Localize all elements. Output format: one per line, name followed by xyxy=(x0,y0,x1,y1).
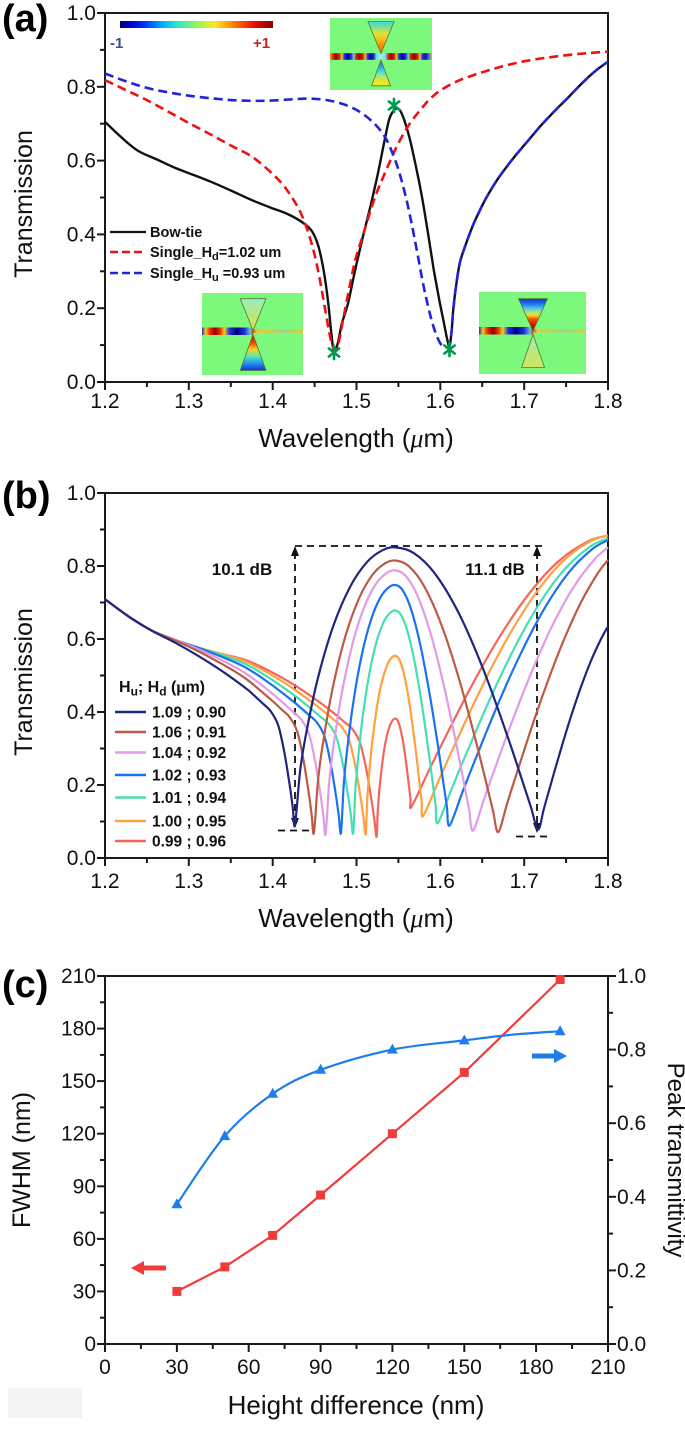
svg-text:60: 60 xyxy=(237,1356,260,1379)
svg-text:10.1 dB: 10.1 dB xyxy=(212,560,272,579)
svg-text:1.8: 1.8 xyxy=(593,390,622,413)
svg-text:1.04 ; 0.92: 1.04 ; 0.92 xyxy=(152,745,226,762)
svg-text:0: 0 xyxy=(99,1356,111,1379)
svg-text:0: 0 xyxy=(84,1333,96,1356)
svg-text:1.00 ; 0.95: 1.00 ; 0.95 xyxy=(152,814,226,831)
svg-text:Single_Hd=1.02 um: Single_Hd=1.02 um xyxy=(150,245,281,263)
svg-text:0.2: 0.2 xyxy=(67,297,96,320)
svg-text:1.3: 1.3 xyxy=(174,390,203,413)
svg-text:120: 120 xyxy=(375,1356,410,1379)
svg-text:1.2: 1.2 xyxy=(90,390,119,413)
svg-text:0.8: 0.8 xyxy=(67,76,96,99)
svg-text:(c): (c) xyxy=(2,964,48,1006)
svg-text:0.4: 0.4 xyxy=(617,1186,647,1209)
svg-text:0.0: 0.0 xyxy=(617,1333,646,1356)
svg-text:0.6: 0.6 xyxy=(67,150,96,173)
svg-text:90: 90 xyxy=(309,1356,332,1379)
svg-text:0.99 ; 0.96: 0.99 ; 0.96 xyxy=(152,834,226,851)
svg-text:1.3: 1.3 xyxy=(174,870,203,893)
svg-text:1.7: 1.7 xyxy=(510,390,539,413)
svg-text:0.6: 0.6 xyxy=(617,1112,646,1135)
svg-text:180: 180 xyxy=(519,1356,554,1379)
svg-text:1.0: 1.0 xyxy=(67,482,96,505)
svg-text:Wavelength (μm): Wavelength (μm) xyxy=(258,423,454,453)
svg-text:Peak transmittivity: Peak transmittivity xyxy=(662,1063,685,1258)
svg-text:210: 210 xyxy=(590,1356,625,1379)
svg-text:1.0: 1.0 xyxy=(67,2,96,25)
svg-text:1.4: 1.4 xyxy=(258,390,288,413)
svg-text:1.6: 1.6 xyxy=(426,870,455,893)
svg-text:90: 90 xyxy=(73,1175,96,1198)
svg-text:FWHM (nm): FWHM (nm) xyxy=(8,1092,36,1228)
svg-text:Hu; Hd (μm): Hu; Hd (μm) xyxy=(119,679,205,699)
svg-text:0.0: 0.0 xyxy=(67,371,96,394)
svg-text:0.2: 0.2 xyxy=(67,774,96,797)
svg-text:(b): (b) xyxy=(2,475,51,517)
svg-text:30: 30 xyxy=(73,1280,96,1303)
svg-text:-1: -1 xyxy=(110,35,123,52)
svg-text:60: 60 xyxy=(73,1228,96,1251)
svg-text:1.02 ; 0.93: 1.02 ; 0.93 xyxy=(152,768,226,785)
svg-text:Wavelength (μm): Wavelength (μm) xyxy=(258,903,454,933)
svg-text:0.4: 0.4 xyxy=(67,223,97,246)
svg-text:150: 150 xyxy=(447,1356,482,1379)
svg-text:1.5: 1.5 xyxy=(342,870,371,893)
svg-text:1.6: 1.6 xyxy=(426,390,455,413)
svg-text:1.4: 1.4 xyxy=(258,870,288,893)
svg-text:0.0: 0.0 xyxy=(67,847,96,870)
svg-text:Transmission: Transmission xyxy=(10,608,38,756)
svg-text:+1: +1 xyxy=(253,35,270,52)
svg-text:11.1 dB: 11.1 dB xyxy=(465,560,525,579)
svg-text:Transmission: Transmission xyxy=(10,130,38,278)
svg-text:0.8: 0.8 xyxy=(617,1039,646,1062)
svg-text:Bow-tie: Bow-tie xyxy=(150,225,202,241)
svg-text:120: 120 xyxy=(61,1123,96,1146)
svg-text:1.01 ; 0.94: 1.01 ; 0.94 xyxy=(152,790,226,807)
svg-text:1.7: 1.7 xyxy=(510,870,539,893)
svg-text:0.2: 0.2 xyxy=(617,1259,646,1282)
svg-text:1.2: 1.2 xyxy=(90,870,119,893)
svg-text:1.09 ; 0.90: 1.09 ; 0.90 xyxy=(152,705,226,722)
svg-text:30: 30 xyxy=(165,1356,188,1379)
svg-text:1.8: 1.8 xyxy=(593,870,622,893)
svg-text:Single_Hu =0.93 um: Single_Hu =0.93 um xyxy=(150,266,285,284)
svg-text:0.6: 0.6 xyxy=(67,628,96,651)
svg-text:0.4: 0.4 xyxy=(67,701,97,724)
svg-text:180: 180 xyxy=(61,1018,96,1041)
svg-text:210: 210 xyxy=(61,965,96,988)
svg-text:1.5: 1.5 xyxy=(342,390,371,413)
svg-text:Height difference (nm): Height difference (nm) xyxy=(228,1390,485,1420)
svg-text:(a): (a) xyxy=(2,0,48,40)
svg-text:0.8: 0.8 xyxy=(67,555,96,578)
svg-text:1.0: 1.0 xyxy=(617,965,646,988)
svg-text:150: 150 xyxy=(61,1070,96,1093)
svg-text:1.06 ; 0.91: 1.06 ; 0.91 xyxy=(152,725,226,742)
